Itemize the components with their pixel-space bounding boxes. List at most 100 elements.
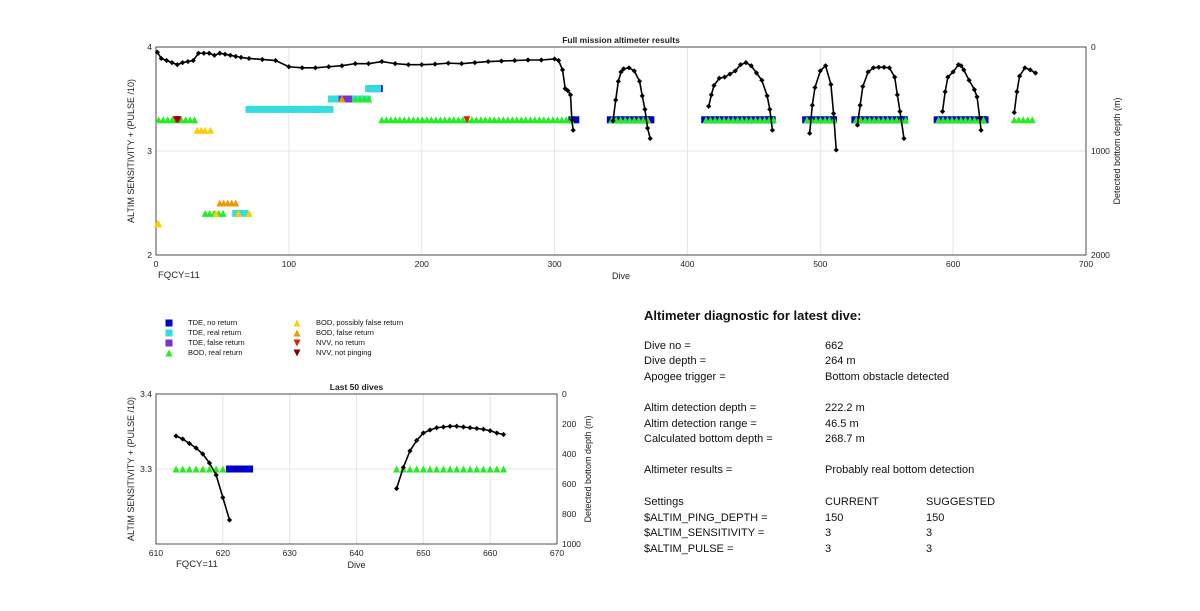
x-tick-label: 640 [349,548,363,558]
bottom-depth-point [299,65,305,71]
bottom-depth-point [613,97,619,103]
data-point [459,465,467,473]
bottom-depth-point [512,57,518,64]
data-point [493,465,501,473]
data-point [400,116,408,124]
data-point [463,116,471,124]
bottom-depth-point [939,108,946,115]
data-point [369,85,377,93]
x-tick-label: 0 [154,259,159,269]
data-point [763,116,771,124]
series-bod-possibly-false-return [153,126,253,228]
bottom-depth-point [179,60,186,66]
bottom-depth-point [173,433,179,439]
bottom-depth-point [958,63,964,69]
legend-marker [293,319,301,327]
data-point [232,209,240,217]
legend-label: NVV, no return [316,338,365,347]
bottom-depth-point [259,56,265,63]
bottom-depth-point [881,64,887,70]
legend-label: TDE, real return [188,328,242,337]
legend-label: NVV, not pinging [316,348,372,357]
y2-tick-label: 600 [562,479,576,489]
data-point [250,105,257,113]
settings-header-label: Settings [644,496,684,508]
bottom-depth-point [174,62,180,68]
bottom-depth-point [618,69,624,75]
data-point [513,116,521,124]
bottom-depth-point [434,425,440,431]
data-point [426,465,434,473]
data-point [299,105,307,113]
data-point [277,105,284,113]
data-point [707,116,715,124]
bottom-depth-point [1022,65,1028,71]
data-point [803,116,811,124]
data-point [526,116,534,124]
bottom-depth-point [817,68,823,74]
bottom-depth-point [615,78,621,84]
data-point [365,85,373,93]
data-point [711,116,719,124]
data-point [155,220,163,228]
fqcy-label: FQCY=11 [176,559,218,570]
legend-marker-icon [293,339,301,347]
data-point [164,116,172,124]
bottom-depth-point [565,88,571,94]
legend-label: BOD, possibly false return [316,318,404,327]
bottom-depth-point [647,135,653,142]
bottom-depth-point [458,61,465,67]
data-point [1028,116,1036,124]
bottom-depth-point [966,77,972,83]
data-point [893,116,901,124]
data-point [414,116,422,124]
data-point [821,116,829,124]
data-point [544,116,552,124]
x-axis-label: Dive [612,271,630,281]
data-point [572,116,580,124]
data-point [812,116,820,124]
data-point [338,95,346,103]
data-point [236,209,244,217]
y2-tick-label: 800 [562,509,576,519]
y2-tick-label: 1000 [562,539,581,549]
bottom-depth-point [454,423,460,429]
bottom-depth-point [480,426,487,432]
setting-suggested: 3 [926,527,933,539]
data-point [191,116,199,124]
data-point [902,116,910,124]
legend-marker [165,329,173,337]
data-point [322,105,329,113]
series-bod-false-return [216,95,346,207]
series-tde-no-return [226,465,254,473]
data-point [499,116,507,124]
data-point [295,105,302,113]
bottom-depth-point [743,60,749,66]
bottom-depth-point [474,425,480,432]
data-point [761,116,769,124]
data-point [540,116,548,124]
bottom-depth-point [759,77,765,83]
diag-label: Dive no = [644,340,691,352]
data-point [454,116,462,124]
data-point [351,95,359,103]
data-point [495,116,503,124]
bottom-depth-point [892,74,898,80]
bottom-depth-point [326,64,332,70]
data-point [729,116,737,124]
diag-label: Apogee trigger = [644,371,726,383]
bottom-depth-point [211,52,218,58]
bottom-depth-point [164,57,170,64]
bottom-depth-point [748,63,754,69]
data-point [317,105,325,113]
bottom-depth-point [352,61,358,67]
legend-marker-icon [293,329,301,337]
data-point [866,116,874,124]
data-point [702,116,710,124]
fqcy-label: FQCY=11 [158,270,200,281]
legend-marker-icon [293,319,301,327]
x-tick-label: 620 [216,548,230,558]
bottom-depth-point [642,106,648,112]
data-point [179,465,187,473]
data-point [531,116,539,124]
